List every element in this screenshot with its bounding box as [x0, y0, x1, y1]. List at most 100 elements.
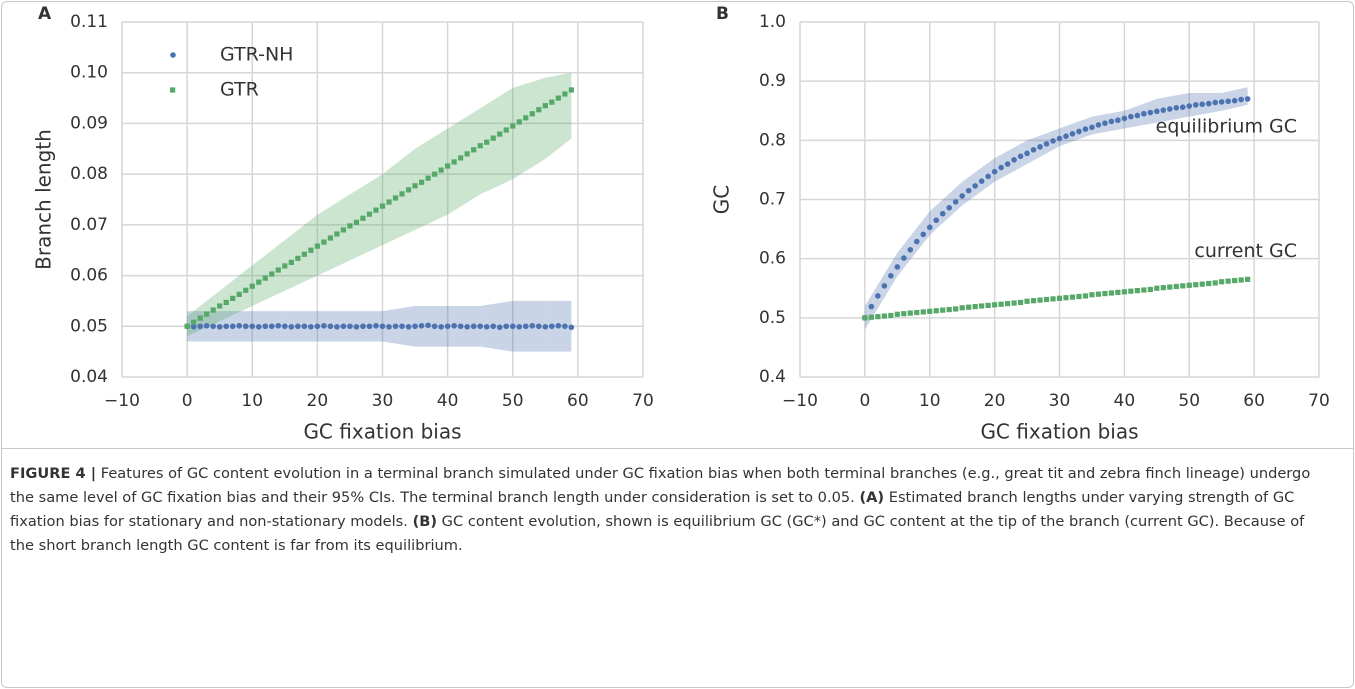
- point: [1089, 292, 1095, 298]
- x-tick-label: 30: [372, 391, 394, 411]
- point: [1173, 104, 1180, 111]
- point: [1063, 295, 1069, 301]
- point: [210, 323, 216, 330]
- point: [1206, 280, 1212, 287]
- point: [268, 323, 275, 330]
- x-tick-label: 50: [502, 391, 524, 411]
- point: [321, 322, 327, 329]
- ci-band: [187, 311, 220, 342]
- ci-band: [1027, 128, 1060, 164]
- point: [1043, 141, 1050, 147]
- point: [503, 323, 510, 330]
- point: [392, 323, 399, 330]
- point: [985, 173, 991, 180]
- point: [347, 223, 353, 229]
- point: [946, 306, 952, 313]
- point: [217, 303, 223, 309]
- point: [991, 168, 998, 175]
- point: [1037, 144, 1043, 150]
- point: [1141, 287, 1147, 293]
- x-tick-label: 40: [1114, 391, 1136, 411]
- point: [1024, 298, 1030, 304]
- point: [1115, 117, 1121, 124]
- legend-label: GTR: [220, 79, 259, 101]
- point: [458, 155, 464, 161]
- point: [926, 224, 933, 231]
- y-tick-label: 0.10: [70, 63, 108, 83]
- point: [366, 323, 373, 330]
- point: [483, 323, 490, 330]
- point: [1115, 289, 1121, 295]
- point: [497, 131, 503, 137]
- point: [1238, 96, 1244, 103]
- point: [308, 323, 314, 330]
- y-tick-label: 0.05: [70, 316, 108, 336]
- point: [360, 215, 366, 221]
- point: [888, 273, 894, 279]
- y-tick-label: 0.07: [70, 215, 108, 235]
- ci-band: [382, 148, 416, 246]
- ci-band: [1156, 93, 1190, 123]
- x-tick-label: 20: [307, 391, 329, 411]
- ci-band: [349, 311, 383, 342]
- ci-band: [252, 311, 285, 342]
- point: [516, 323, 523, 330]
- point: [568, 87, 574, 93]
- x-tick-label: 60: [1243, 391, 1265, 411]
- point: [1128, 288, 1134, 294]
- point: [457, 323, 464, 330]
- point: [262, 275, 268, 281]
- point: [1011, 157, 1017, 163]
- point: [451, 159, 457, 165]
- x-tick-label: 40: [437, 391, 459, 411]
- figure: 0.04 0.05 0.06 0.07 0.08 0.09 0.10 0.11 −10 0 10 20…: [32, 4, 1330, 444]
- point: [875, 314, 881, 320]
- point: [1082, 293, 1089, 299]
- ci-band: [219, 311, 253, 342]
- point: [1102, 120, 1108, 126]
- point: [464, 323, 470, 330]
- point: [522, 323, 529, 330]
- point: [998, 164, 1004, 171]
- point: [451, 322, 457, 329]
- point: [510, 123, 516, 129]
- point: [1108, 290, 1114, 296]
- point: [1147, 286, 1153, 293]
- point: [939, 210, 946, 217]
- point: [1219, 279, 1225, 285]
- point: [445, 163, 451, 169]
- point: [1218, 99, 1225, 105]
- y-tick-label: 0.09: [70, 113, 108, 133]
- x-tick-label: 0: [859, 391, 870, 411]
- point: [191, 319, 197, 325]
- point: [868, 314, 874, 320]
- y-tick-label: 1.0: [759, 12, 786, 32]
- point: [1017, 153, 1024, 160]
- point: [1199, 281, 1205, 287]
- point: [275, 267, 281, 273]
- point: [1056, 135, 1063, 142]
- point: [1160, 107, 1167, 113]
- point: [1180, 283, 1186, 289]
- x-tick-label: 10: [919, 391, 941, 411]
- point: [959, 193, 965, 199]
- point: [327, 235, 333, 241]
- y-tick-label: 0.08: [70, 164, 108, 184]
- point: [490, 323, 497, 330]
- point: [399, 323, 405, 330]
- x-tick-label: −10: [104, 391, 140, 411]
- series-label: equilibrium GC: [1156, 115, 1297, 137]
- point: [471, 147, 477, 153]
- point: [868, 303, 875, 310]
- point: [496, 324, 503, 331]
- point: [1121, 289, 1127, 295]
- point: [464, 151, 470, 157]
- point: [536, 323, 542, 330]
- ci-band: [1189, 93, 1222, 117]
- point: [1121, 115, 1128, 122]
- point: [1076, 293, 1082, 300]
- point: [353, 219, 360, 225]
- point: [562, 91, 568, 97]
- caption-bold: (B): [412, 513, 438, 530]
- point: [1069, 131, 1076, 137]
